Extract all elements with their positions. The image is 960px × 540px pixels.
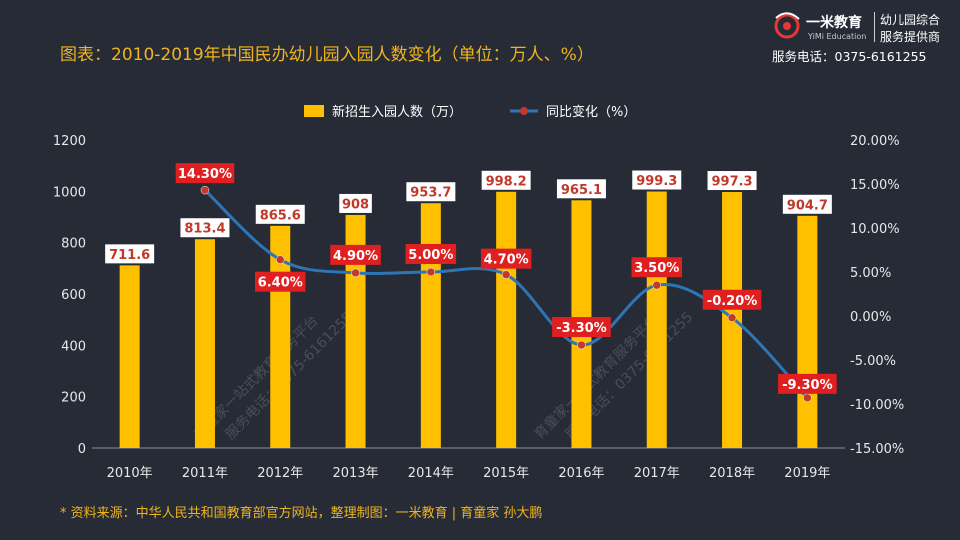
logo-icon xyxy=(774,12,800,39)
pct-label-box xyxy=(552,317,611,338)
y-right-tick-label: -10.00% xyxy=(850,398,904,413)
pct-label-box xyxy=(255,271,306,292)
pct-value-label: 3.50% xyxy=(634,261,679,276)
pct-value-label: -3.30% xyxy=(556,321,607,336)
legend-label-line: 同比变化（%） xyxy=(546,104,636,120)
pct-label-box xyxy=(778,373,837,394)
y-left-tick-label: 600 xyxy=(61,288,86,303)
bar-label-box xyxy=(707,171,757,191)
pct-label-box xyxy=(480,248,532,269)
y-left-tick-label: 1200 xyxy=(53,134,86,149)
pct-value-label: 5.00% xyxy=(408,248,453,263)
bar-value-label: 953.7 xyxy=(410,186,451,201)
line-point xyxy=(426,267,436,277)
x-tick-label: 2018年 xyxy=(709,466,755,481)
bar xyxy=(646,191,667,448)
pct-label-box xyxy=(175,163,235,184)
y-right-tick-label: -5.00% xyxy=(850,354,896,369)
y-right-tick-label: -15.00% xyxy=(850,442,904,457)
bar-value-label: 998.2 xyxy=(486,174,527,189)
brand-logo: 一米教育 YiMi Education 幼儿园综合 服务提供商 xyxy=(770,8,950,60)
line-point xyxy=(501,270,511,279)
bar-label-box xyxy=(782,194,832,214)
x-tick-label: 2014年 xyxy=(408,466,454,481)
line-point xyxy=(803,393,812,403)
x-tick-label: 2013年 xyxy=(333,466,379,481)
x-tick-label: 2015年 xyxy=(483,466,529,481)
logo-divider xyxy=(874,12,875,42)
bar-value-label: 999.3 xyxy=(636,174,677,189)
y-left-tick-label: 800 xyxy=(61,237,86,252)
pct-value-label: -0.20% xyxy=(707,294,758,309)
bar-label-box xyxy=(339,193,372,213)
bar-value-label: 904.7 xyxy=(787,198,828,213)
legend-swatch-marker xyxy=(520,107,528,115)
y-right-tick-label: 15.00% xyxy=(850,178,900,193)
bar-value-label: 865.6 xyxy=(260,208,301,223)
bar-value-label: 711.6 xyxy=(109,248,150,263)
y-right-tick-label: 0.00% xyxy=(850,310,891,325)
y-left-tick-label: 200 xyxy=(61,391,86,406)
bar-value-label: 997.3 xyxy=(711,175,752,190)
y-right-tick-label: 5.00% xyxy=(850,266,891,281)
line-point xyxy=(276,255,285,264)
pct-value-label: -9.30% xyxy=(782,378,833,393)
x-tick-label: 2019年 xyxy=(784,466,830,481)
line-point xyxy=(652,280,661,290)
brand-tagline-2: 服务提供商 xyxy=(880,30,941,44)
bar-label-box xyxy=(180,218,230,238)
bar xyxy=(797,215,818,448)
x-tick-label: 2012年 xyxy=(257,466,303,481)
brand-name-en: YiMi Education xyxy=(808,32,867,41)
pct-value-label: 14.30% xyxy=(178,167,232,182)
bar-label-box xyxy=(481,170,531,190)
pct-value-label: 6.40% xyxy=(258,276,303,291)
pct-value-label: 4.90% xyxy=(333,249,378,264)
y-left-tick-label: 0 xyxy=(78,442,86,457)
bar xyxy=(119,265,140,448)
y-right-tick-label: 10.00% xyxy=(850,222,900,237)
line-point xyxy=(577,340,586,350)
x-tick-label: 2010年 xyxy=(107,466,153,481)
y-right-tick-label: 20.00% xyxy=(850,134,900,149)
bar-label-box xyxy=(406,182,456,202)
pct-label-box xyxy=(405,244,457,264)
bar-value-label: 965.1 xyxy=(561,183,602,198)
bar xyxy=(496,191,517,448)
bar-value-label: 908 xyxy=(342,197,369,212)
brand-name: 一米教育 xyxy=(806,15,862,31)
y-left-tick-label: 400 xyxy=(61,339,86,354)
bar-value-label: 813.4 xyxy=(184,222,225,237)
pct-value-label: 4.70% xyxy=(484,253,529,268)
brand-tagline-1: 幼儿园综合 xyxy=(880,13,941,27)
bar-label-box xyxy=(632,170,682,190)
x-tick-label: 2016年 xyxy=(558,466,604,481)
pct-label-box xyxy=(631,257,682,278)
line-point xyxy=(200,185,210,195)
bar-label-box xyxy=(105,244,155,264)
service-phone: 服务电话：0375-6161255 xyxy=(772,49,927,64)
y-left-tick-label: 1000 xyxy=(53,185,86,200)
x-tick-label: 2011年 xyxy=(182,466,228,481)
pct-label-box xyxy=(702,289,762,310)
bar xyxy=(420,203,441,448)
data-source-note: * 资料来源：中华人民共和国教育部官方网站，整理制图：一米教育 | 育童家 孙大… xyxy=(60,506,543,521)
bar xyxy=(194,239,215,448)
pct-label-box xyxy=(330,244,381,265)
legend-label-bar: 新招生入园人数（万） xyxy=(332,104,462,120)
x-tick-label: 2017年 xyxy=(634,466,680,481)
chart-title: 图表：2010-2019年中国民办幼儿园入园人数变化（单位：万人、%） xyxy=(60,45,594,65)
bar-label-box xyxy=(556,179,606,199)
legend-swatch-bar xyxy=(304,105,324,117)
bar-label-box xyxy=(255,204,305,224)
line-point xyxy=(351,268,360,278)
line-point xyxy=(727,313,737,323)
